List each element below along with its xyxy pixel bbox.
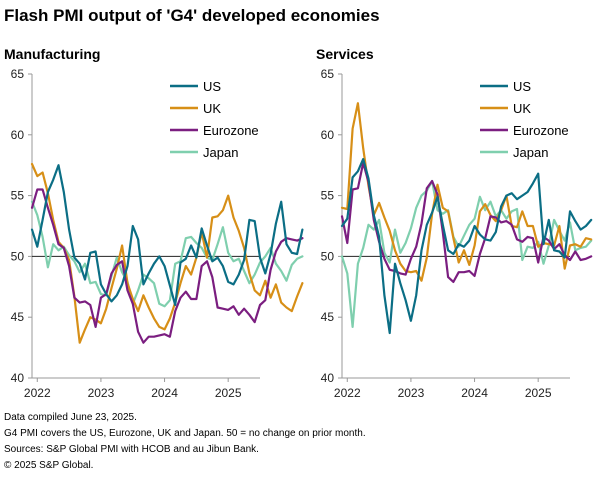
y-tick-label: 50 [321, 249, 335, 263]
legend-label-eurozone: Eurozone [203, 123, 259, 138]
series-line-uk [30, 162, 304, 344]
legend-label-japan: Japan [203, 145, 238, 160]
y-tick-label: 45 [11, 310, 25, 324]
legend-label-japan: Japan [513, 145, 548, 160]
note-data-compiled: Data compiled June 23, 2025. [4, 412, 137, 423]
y-tick-label: 45 [321, 310, 335, 324]
manufacturing-chart: 40 45 50 55 60 65 2022 2023 2024 2025 US UK Eurozone… [11, 67, 304, 400]
x-tick-label: 2025 [215, 386, 242, 400]
y-tick-label: 55 [11, 189, 25, 203]
y-tick-label: 40 [321, 371, 335, 385]
note-sources: Sources: S&P Global PMI with HCOB and au… [4, 444, 259, 455]
series-line-us [30, 164, 304, 307]
y-tick-label: 60 [11, 128, 25, 142]
legend-label-uk: UK [203, 101, 221, 116]
series-line-japan [30, 200, 304, 308]
panel-title: Manufacturing [4, 46, 101, 62]
y-tick-label: 65 [321, 67, 335, 81]
legend-label-uk: UK [513, 101, 531, 116]
series-line-uk [340, 102, 593, 282]
services-chart: 40 45 50 55 60 65 2022 2023 2024 2025 US UK Eurozone… [321, 67, 593, 400]
x-tick-label: 2023 [398, 386, 425, 400]
panel-title: Services [316, 46, 374, 62]
series-line-us [340, 157, 593, 335]
series-line-eurozone [30, 188, 304, 344]
note-copyright: © 2025 S&P Global. [4, 460, 94, 471]
series-line-eurozone [340, 161, 593, 283]
services-panel: Services 40 45 50 55 60 65 2022 2023 2024 2025 US U… [310, 46, 598, 406]
x-tick-label: 2022 [24, 386, 51, 400]
x-tick-label: 2023 [88, 386, 115, 400]
x-tick-label: 2022 [334, 386, 361, 400]
legend-label-eurozone: Eurozone [513, 123, 569, 138]
y-tick-label: 50 [11, 249, 25, 263]
x-tick-label: 2025 [525, 386, 552, 400]
legend-label-us: US [513, 79, 531, 94]
legend-label-us: US [203, 79, 221, 94]
page-title: Flash PMI output of 'G4' developed econo… [4, 6, 380, 25]
y-tick-label: 40 [11, 371, 25, 385]
y-tick-label: 55 [321, 189, 335, 203]
note-coverage: G4 PMI covers the US, Eurozone, UK and J… [4, 428, 366, 439]
y-tick-label: 60 [321, 128, 335, 142]
x-tick-label: 2024 [151, 386, 178, 400]
footnotes: Data compiled June 23, 2025. G4 PMI cove… [4, 410, 366, 474]
manufacturing-panel: Manufacturing 40 45 50 55 60 65 2022 2023 2024 20… [0, 46, 304, 406]
y-tick-label: 65 [11, 67, 25, 81]
x-tick-label: 2024 [461, 386, 488, 400]
